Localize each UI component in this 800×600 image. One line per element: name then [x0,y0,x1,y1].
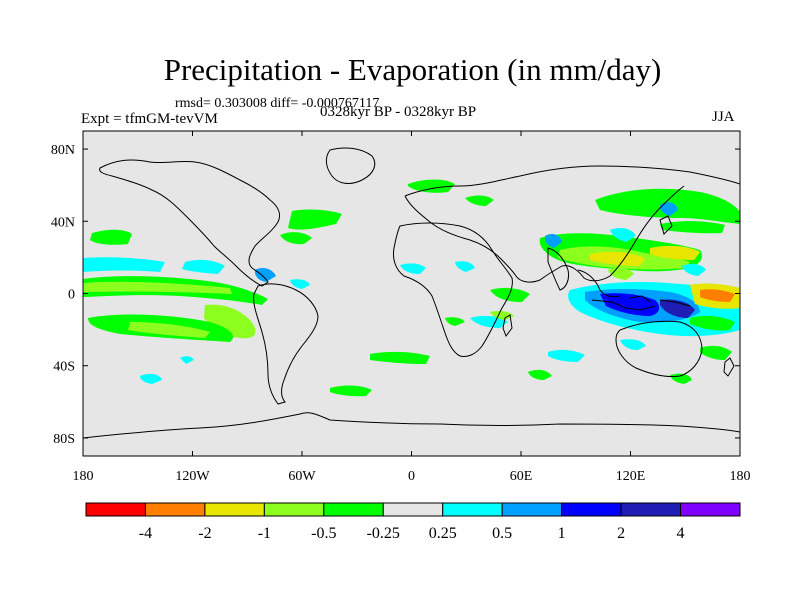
colorbar-label: 4 [677,525,685,542]
coastline-africa [393,222,513,357]
stats-text: rmsd= 0.303008 diff= -0.000767117 [175,96,380,111]
field-region [470,315,508,328]
lon-tick-label: 60W [288,469,316,484]
axis-ticks [82,131,741,456]
coastline-south-america [253,283,319,405]
colorbar-swatch [263,502,325,517]
field-region [548,349,585,362]
colorbar-swatch [323,502,384,517]
coastline-north-america [99,159,281,287]
field-region [288,209,342,230]
colorbar-swatch [204,502,265,517]
field-region [370,351,430,364]
field-region [490,311,514,320]
lat-tick-label: 80N [51,143,75,158]
field-region [700,345,732,360]
colorbar-swatch [442,502,503,517]
lon-tick-label: 180 [73,469,94,484]
coastline-madagascar [502,314,513,338]
field-region [600,293,660,316]
field-region [408,179,455,193]
field-region [544,234,562,248]
field-region [490,287,530,302]
field-region [690,315,735,331]
lon-tick-label: 0 [408,469,415,484]
coastline-europe-asia [404,165,740,283]
field-region [83,281,232,294]
field-region [682,263,706,276]
field-region [330,385,372,397]
colorbar-label: -0.5 [311,525,336,542]
field-region [590,251,645,266]
colorbar-swatch [85,502,146,517]
experiment-label: Expt = tfmGM-tevVM [81,111,218,127]
field-contours [83,179,740,397]
lat-tick-label: 80S [53,432,75,447]
lon-tick-label: 60E [510,469,533,484]
field-region [140,373,162,384]
field-region [445,317,465,326]
lon-tick-label: 120E [616,469,646,484]
field-region [204,304,256,339]
lat-tick-label: 0 [68,288,75,303]
field-region [465,195,494,206]
coastline-japan [659,215,673,235]
coastline-india [547,247,569,291]
field-region [400,263,426,274]
field-region [660,299,695,318]
coastlines [83,147,740,439]
colorbar-swatch [561,502,622,517]
coastline-greenland [325,147,376,184]
field-region [83,257,165,272]
field-region [660,221,725,234]
field-region [90,229,132,245]
coastline-indonesia [591,295,691,311]
coastline-southeast-asia [577,269,621,298]
lat-tick-label: 40N [51,215,75,230]
lon-tick-label: 180 [730,469,751,484]
colorbar-label: -4 [139,525,152,542]
field-region [650,245,700,260]
field-region [610,228,636,242]
field-region [280,232,312,245]
coastline-australia [615,320,703,377]
plot-title: Precipitation - Evaporation (in mm/day) [163,52,662,87]
field-region [128,322,210,338]
colorbar-label: 2 [617,525,625,542]
field-region [254,268,276,282]
lat-tick-label: 40S [53,360,75,375]
colorbar-swatch [620,502,682,517]
field-region [455,261,475,272]
colorbar-swatch [501,502,563,517]
coastline-new-zealand [723,357,735,377]
field-region [180,356,194,364]
colorbar-swatch [144,502,206,517]
lon-tick-label: 120W [175,469,210,484]
field-region [659,202,678,216]
colorbar: -4 -2 -1 -0.5 -0.25 0.25 0.5 1 2 4 [85,502,741,542]
field-region [620,339,646,350]
field-region [182,259,225,274]
period-label: 0328kyr BP - 0328kyr BP [320,104,477,120]
colorbar-swatch [382,502,444,517]
colorbar-label: 0.25 [429,525,457,542]
colorbar-label: 1 [558,525,566,542]
colorbar-label: -0.25 [367,525,400,542]
colorbar-label: -1 [258,525,271,542]
field-region [700,289,735,302]
coastline-antarctica [83,412,740,439]
axis-labels: 80N 40N 0 40S 80S 180 120W 60W 0 60E 120E 180 [51,143,751,484]
field-region [528,369,552,380]
season-label: JJA [712,109,735,125]
colorbar-label: 0.5 [492,525,512,542]
colorbar-swatch [680,502,741,517]
field-region [290,279,310,289]
colorbar-label: -2 [198,525,211,542]
